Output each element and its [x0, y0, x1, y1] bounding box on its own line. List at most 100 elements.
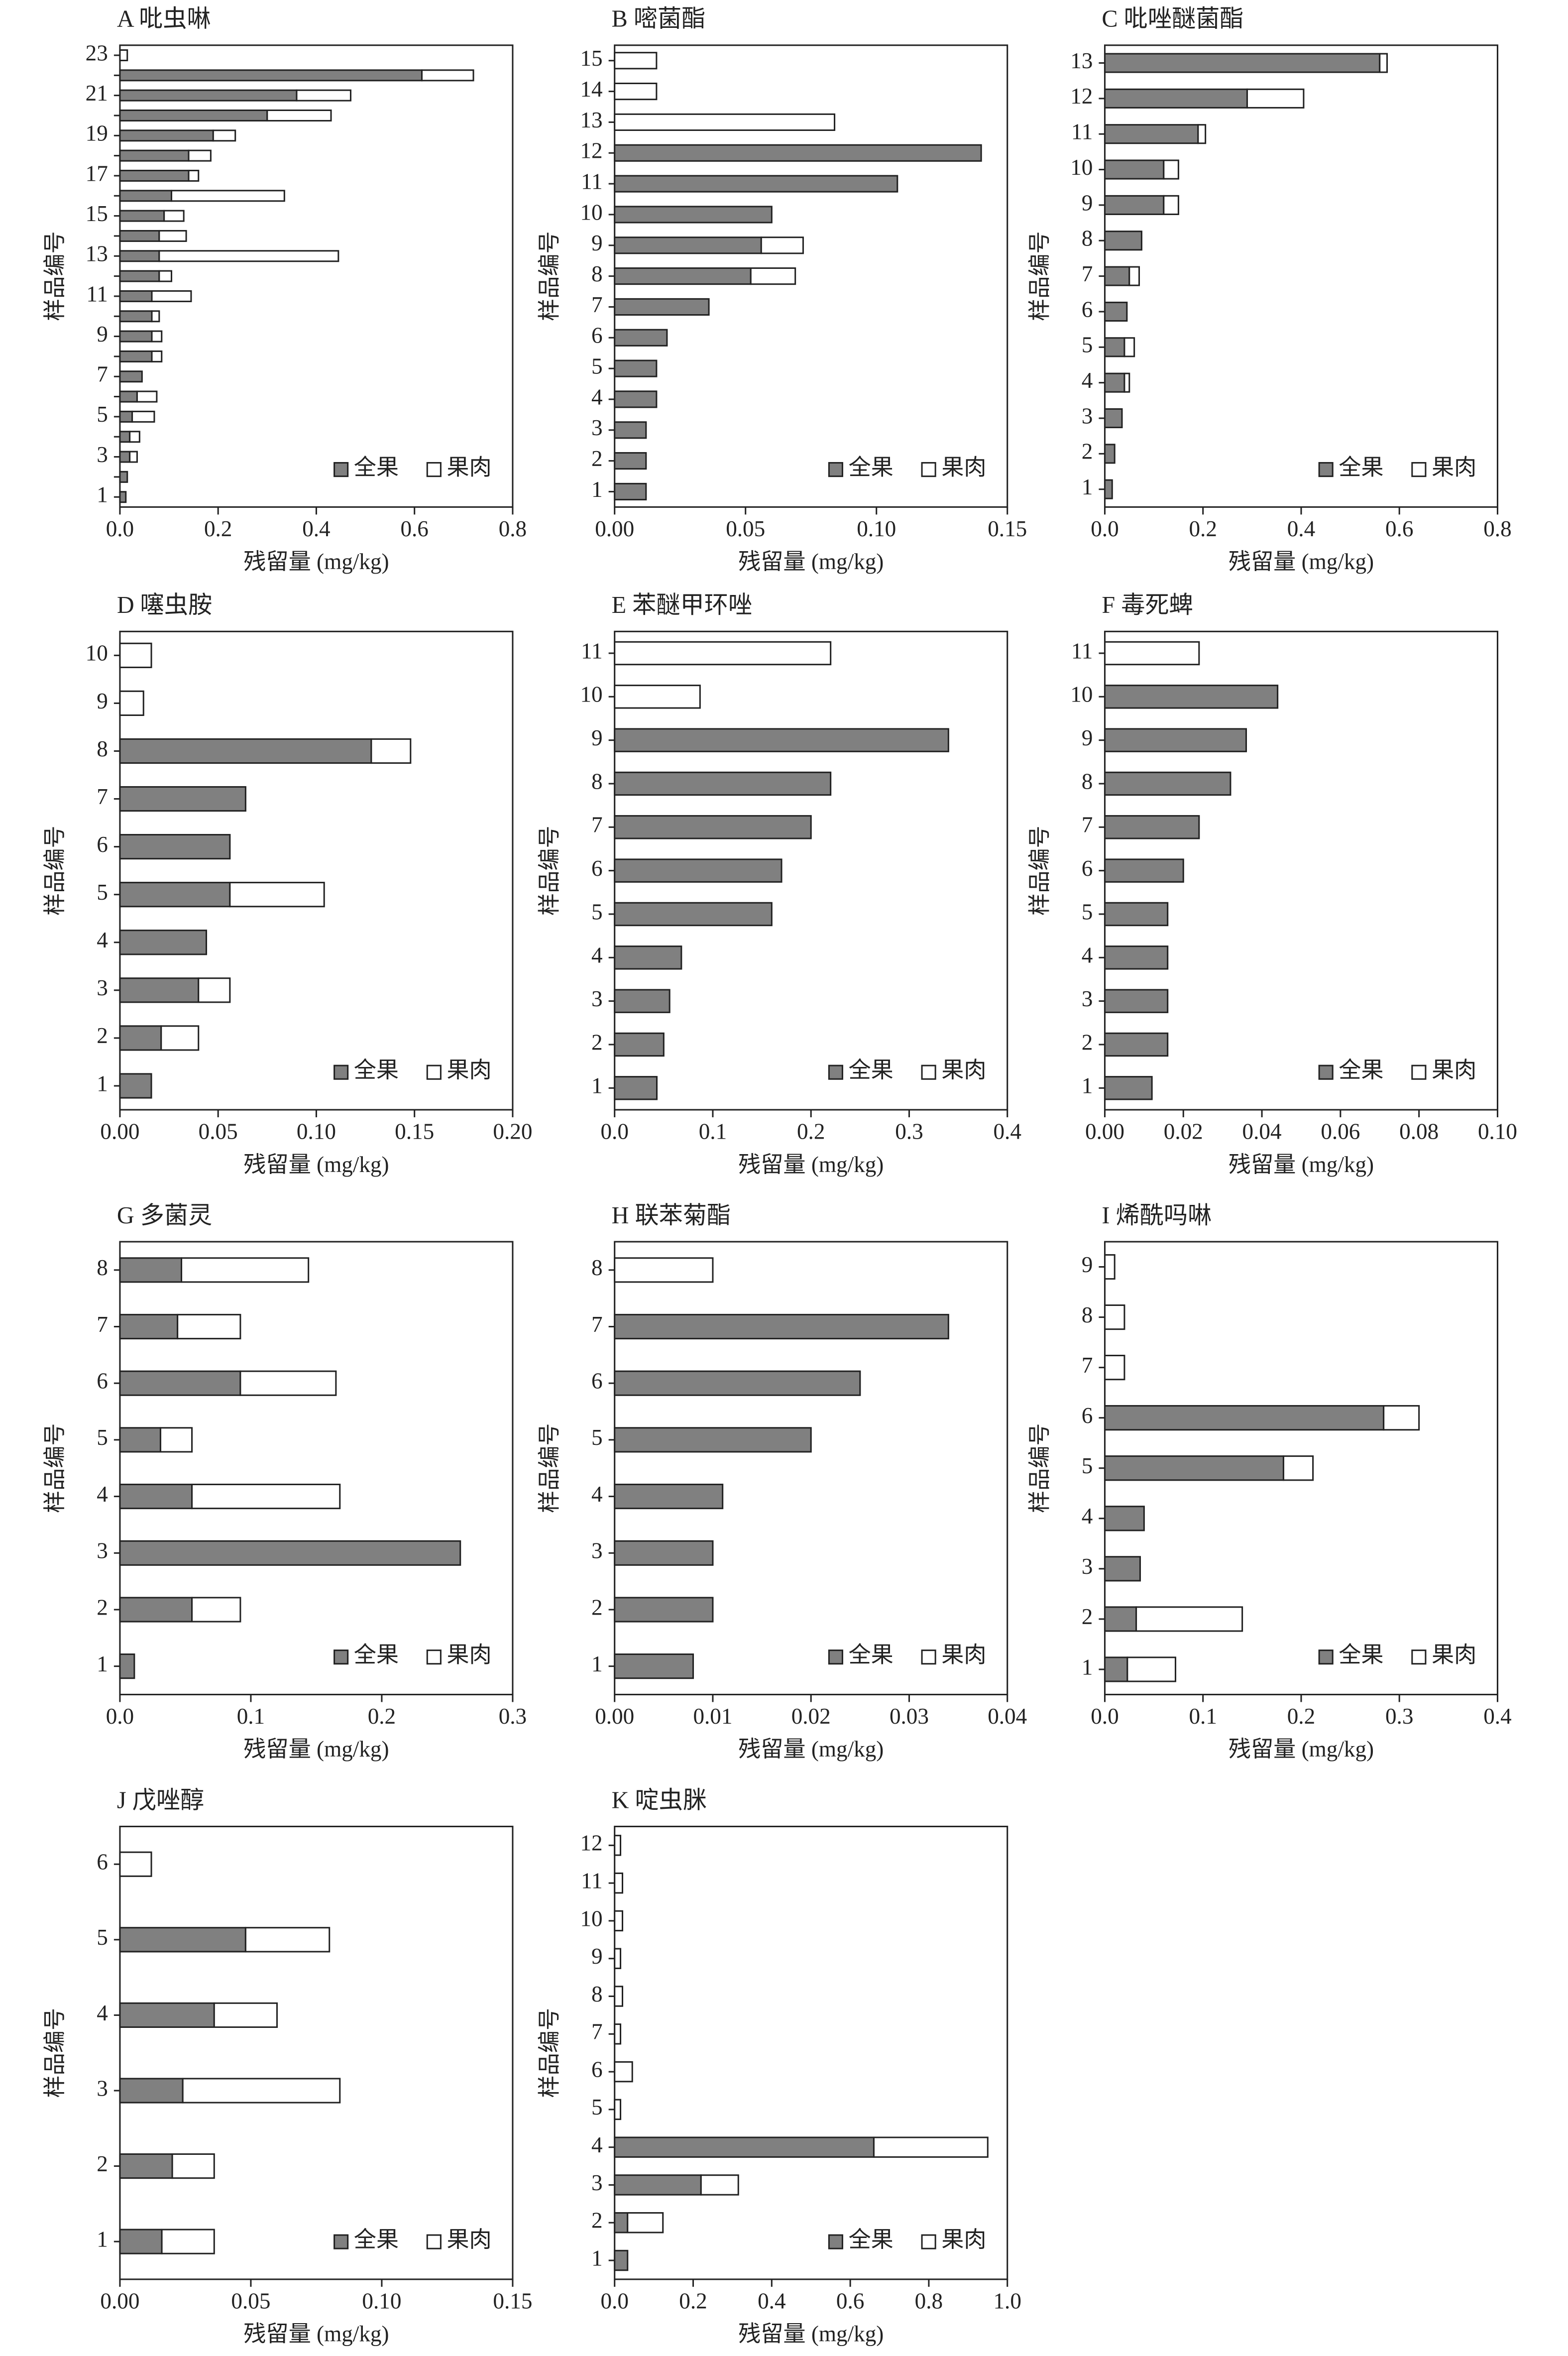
legend-label: 全果 [354, 455, 399, 479]
bar-segment [181, 1257, 310, 1283]
bar-segment [614, 858, 783, 883]
y-tick-label: 1 [97, 1071, 108, 1096]
bar-segment [119, 977, 200, 1003]
y-tick-label: 3 [591, 2170, 603, 2195]
bar-segment [421, 69, 474, 82]
bar-segment [1126, 1656, 1176, 1682]
x-tick-label: 0.0 [106, 1704, 134, 1729]
bar-segment [119, 1025, 162, 1051]
bar-segment [1104, 1076, 1153, 1100]
bar-segment [191, 1483, 341, 1510]
bar-segment [1197, 124, 1207, 144]
y-tick-label: 8 [591, 769, 603, 794]
x-tick-label: 0.3 [1385, 1704, 1413, 1729]
plot-frame [614, 1241, 1008, 1695]
bar-segment [119, 1597, 193, 1623]
bar-segment [614, 482, 647, 501]
bar-segment [614, 945, 682, 970]
y-tick-label: 4 [97, 2001, 108, 2025]
x-tick-label: 0.10 [857, 516, 896, 541]
bar-segment [119, 451, 131, 463]
legend-label: 全果 [354, 1058, 399, 1082]
x-tick-label: 0.0 [600, 2288, 628, 2313]
x-tick-label: 0.04 [988, 1704, 1027, 1729]
y-tick-label: 3 [97, 1538, 108, 1563]
bar-segment [119, 390, 138, 403]
y-tick-label: 12 [1070, 84, 1093, 109]
y-tick-label: 10 [1070, 682, 1093, 707]
bar-segment [119, 431, 131, 443]
bar-segment [1163, 159, 1179, 180]
x-tick-label: 0.0 [600, 1119, 628, 1144]
x-tick-label: 0.6 [400, 516, 428, 541]
x-tick-label: 0.4 [1483, 1704, 1511, 1729]
bar-segment [1282, 1455, 1314, 1481]
bar-segment [119, 350, 153, 362]
legend-label: 果肉 [447, 1643, 491, 1667]
y-tick-label: 3 [97, 2076, 108, 2101]
bar-segment [614, 1427, 812, 1453]
y-tick-label: 6 [591, 856, 603, 881]
x-tick-label: 0.1 [699, 1119, 727, 1144]
bar-segment [119, 491, 127, 503]
bar-segment [119, 69, 423, 82]
y-tick-label: 2 [591, 2208, 603, 2233]
y-tick-label: 9 [97, 322, 108, 347]
plot-frame [1104, 44, 1498, 508]
x-axis-title: 残留量 (mg/kg) [1229, 549, 1374, 574]
bar-segment [1104, 771, 1232, 796]
panel: G 多菌灵 0.0 0.1 0.2 0.3 残留量 (mg/kg) 样品编号 1 2 3 4 5 6 7 8… [42, 1202, 527, 1762]
y-axis-title: 样品编号 [42, 231, 67, 321]
bar-segment [151, 350, 163, 362]
bar-segment [160, 1025, 200, 1051]
y-tick-label: 10 [1070, 155, 1093, 180]
panel: J 戊唑醇 0.00 0.05 0.10 0.15 残留量 (mg/kg) 样品编号 1 2 3 4… [42, 1787, 533, 2346]
legend-label: 全果 [1339, 1058, 1383, 1082]
bar-segment [119, 89, 298, 102]
bar-segment [170, 190, 285, 202]
x-tick-label: 0.06 [1321, 1119, 1360, 1144]
bar-segment [119, 642, 152, 668]
bar-segment [1104, 902, 1169, 927]
legend-label: 全果 [1339, 455, 1383, 479]
bar-segment [1104, 159, 1165, 180]
bar-segment [1104, 1656, 1128, 1682]
y-tick-label: 9 [97, 689, 108, 713]
y-tick-label: 3 [591, 1538, 603, 1563]
y-tick-label: 6 [1082, 856, 1093, 881]
x-axis-title: 残留量 (mg/kg) [738, 2322, 884, 2347]
y-tick-label: 6 [591, 1369, 603, 1394]
y-tick-label: 10 [580, 200, 602, 225]
y-tick-label: 7 [1082, 1353, 1093, 1378]
y-axis-title: 样品编号 [42, 2008, 67, 2098]
bar-segment [119, 2002, 215, 2028]
y-axis-title: 样品编号 [537, 2008, 562, 2098]
bar-segment [151, 310, 160, 323]
x-tick-label: 0.00 [595, 516, 634, 541]
legend-label: 果肉 [1432, 455, 1476, 479]
bar-segment [1104, 408, 1123, 429]
y-tick-label: 23 [86, 40, 108, 65]
y-tick-label: 5 [97, 1425, 108, 1450]
x-tick-label: 0.05 [231, 2288, 270, 2313]
x-tick-label: 0.05 [199, 1119, 238, 1144]
legend-label: 全果 [354, 1643, 399, 1667]
y-tick-label: 11 [1071, 638, 1093, 663]
y-tick-label: 5 [97, 880, 108, 905]
bar-segment [119, 370, 143, 383]
bar-segment [1104, 301, 1128, 322]
y-axis-title: 样品编号 [42, 1423, 67, 1513]
y-axis-title: 样品编号 [537, 825, 562, 916]
y-tick-label: 6 [591, 2057, 603, 2082]
bar-segment [191, 1597, 241, 1623]
y-tick-label: 8 [591, 261, 603, 286]
bar-segment [614, 685, 701, 709]
x-tick-label: 0.1 [1189, 1704, 1217, 1729]
y-tick-label: 7 [1082, 261, 1093, 286]
bar-segment [1128, 266, 1140, 286]
